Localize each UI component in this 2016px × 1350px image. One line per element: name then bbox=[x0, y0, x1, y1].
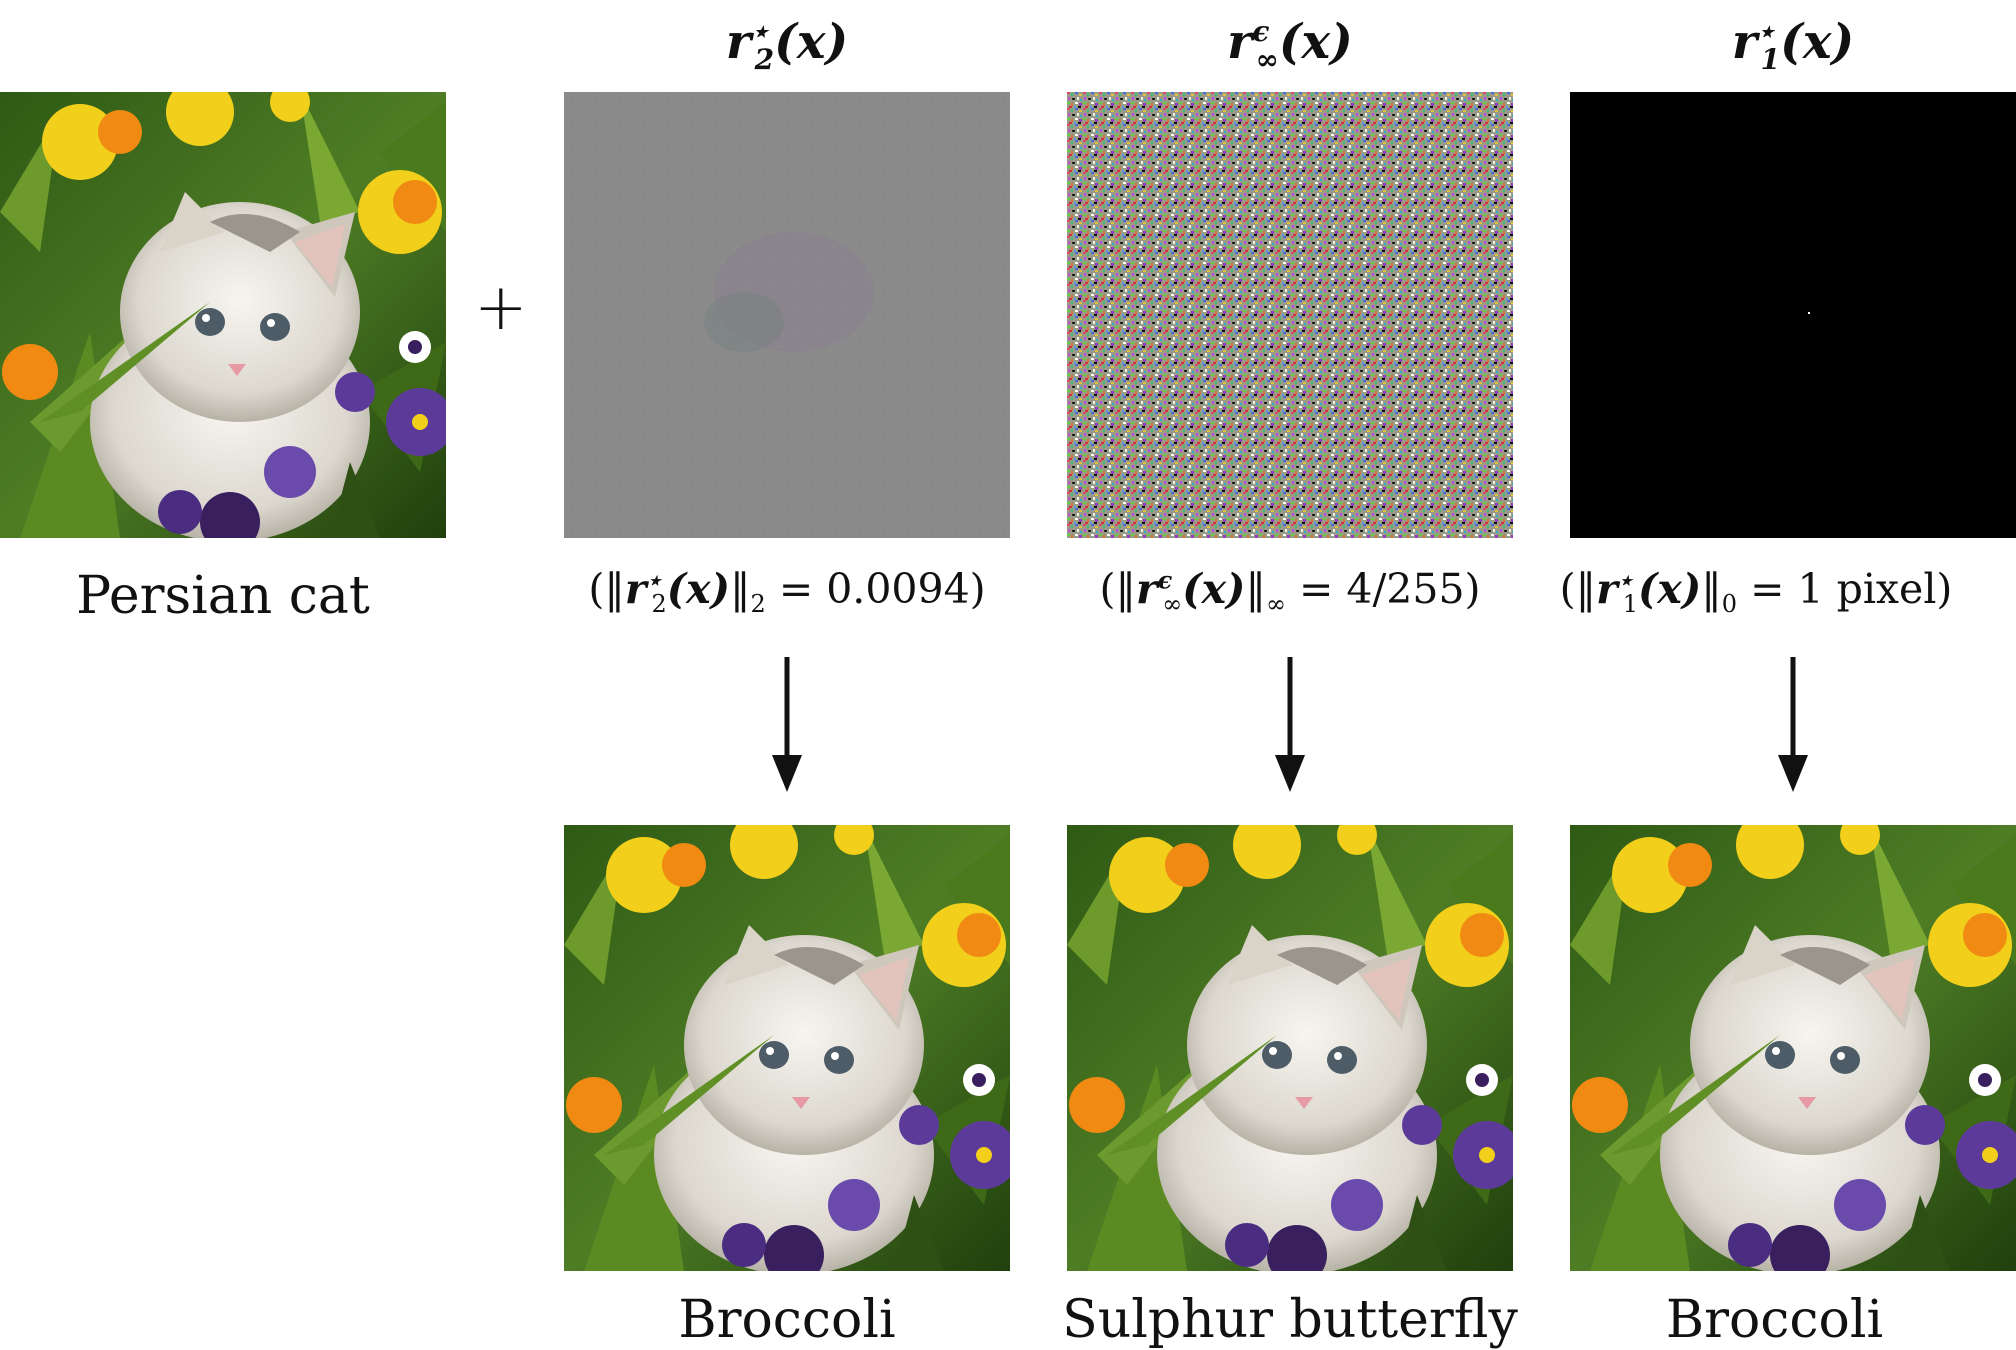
norm-caption-linf: (‖rϵ∞(x)‖∞ = 4/255) bbox=[1030, 565, 1550, 618]
down-arrow-icon bbox=[1773, 657, 1813, 792]
column-title-l2: r⋆2(x) bbox=[564, 0, 1010, 92]
down-arrow-icon bbox=[767, 657, 807, 792]
perturbation-l2-image bbox=[564, 92, 1010, 538]
norm-caption-l2: (‖r⋆2(x)‖2 = 0.0094) bbox=[527, 565, 1047, 618]
result-label-linf: Sulphur butterfly bbox=[1030, 1290, 1550, 1350]
original-cat-image bbox=[0, 92, 446, 538]
column-title-linf: rϵ∞(x) bbox=[1067, 0, 1513, 92]
perturbation-linf-image bbox=[1067, 92, 1513, 538]
adversarial-image-l1 bbox=[1570, 825, 2016, 1271]
norm-caption-l1: (‖r⋆1(x)‖0 = 1 pixel) bbox=[1496, 565, 2016, 618]
perturbation-l1-image bbox=[1570, 92, 2016, 538]
original-label: Persian cat bbox=[0, 566, 446, 626]
result-label-l1: Broccoli bbox=[1533, 1290, 2016, 1350]
down-arrow-icon bbox=[1270, 657, 1310, 792]
result-label-l2: Broccoli bbox=[527, 1290, 1047, 1350]
adversarial-image-linf bbox=[1067, 825, 1513, 1271]
column-title-l1: r⋆1(x) bbox=[1570, 0, 2016, 92]
plus-symbol: + bbox=[474, 276, 528, 340]
adversarial-image-l2 bbox=[564, 825, 1010, 1271]
